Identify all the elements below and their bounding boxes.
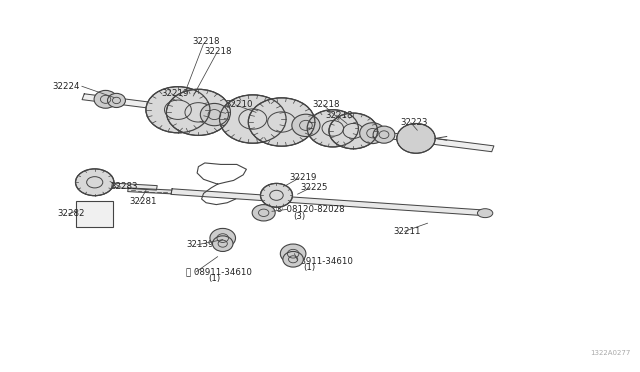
Text: 32218: 32218 <box>325 111 353 120</box>
Text: 32281: 32281 <box>129 197 157 206</box>
Ellipse shape <box>212 236 233 251</box>
Ellipse shape <box>292 114 320 137</box>
Polygon shape <box>82 94 494 152</box>
Polygon shape <box>128 188 172 194</box>
Text: 32224: 32224 <box>52 82 80 91</box>
Text: 32219: 32219 <box>289 173 317 182</box>
Text: (3): (3) <box>293 212 305 221</box>
Ellipse shape <box>283 251 303 267</box>
Ellipse shape <box>280 244 306 263</box>
Ellipse shape <box>329 113 378 149</box>
Text: 32225: 32225 <box>301 183 328 192</box>
Ellipse shape <box>477 209 493 218</box>
Ellipse shape <box>260 183 292 207</box>
Ellipse shape <box>146 87 210 133</box>
Text: 32218: 32218 <box>312 100 340 109</box>
Text: 32283: 32283 <box>110 182 138 191</box>
Polygon shape <box>171 189 484 215</box>
Ellipse shape <box>200 103 228 126</box>
Text: 32219: 32219 <box>161 89 189 98</box>
Text: 32210: 32210 <box>225 100 253 109</box>
FancyBboxPatch shape <box>76 201 113 227</box>
Text: 32282: 32282 <box>58 209 85 218</box>
Text: Ⓝ 08911-34610: Ⓝ 08911-34610 <box>186 267 252 276</box>
Ellipse shape <box>373 126 395 143</box>
Ellipse shape <box>248 98 315 146</box>
Ellipse shape <box>252 205 275 221</box>
Ellipse shape <box>220 95 286 143</box>
Ellipse shape <box>397 124 435 153</box>
Ellipse shape <box>108 93 125 108</box>
Ellipse shape <box>76 169 114 196</box>
Text: Ⓝ 08911-34610: Ⓝ 08911-34610 <box>287 256 353 265</box>
Text: 32218: 32218 <box>192 37 220 46</box>
Ellipse shape <box>166 89 230 135</box>
Text: 32223: 32223 <box>400 118 428 127</box>
Text: 1322A0277: 1322A0277 <box>590 350 630 356</box>
Text: (1): (1) <box>208 274 220 283</box>
Text: (1): (1) <box>303 263 316 272</box>
Polygon shape <box>111 183 157 190</box>
Text: 32218: 32218 <box>205 47 232 56</box>
Ellipse shape <box>307 110 358 147</box>
Ellipse shape <box>210 228 236 248</box>
Text: ® 08120-82028: ® 08120-82028 <box>275 205 345 214</box>
Ellipse shape <box>94 90 117 108</box>
Ellipse shape <box>360 123 385 144</box>
Text: 32211: 32211 <box>394 227 421 236</box>
Text: 32139: 32139 <box>187 240 214 249</box>
